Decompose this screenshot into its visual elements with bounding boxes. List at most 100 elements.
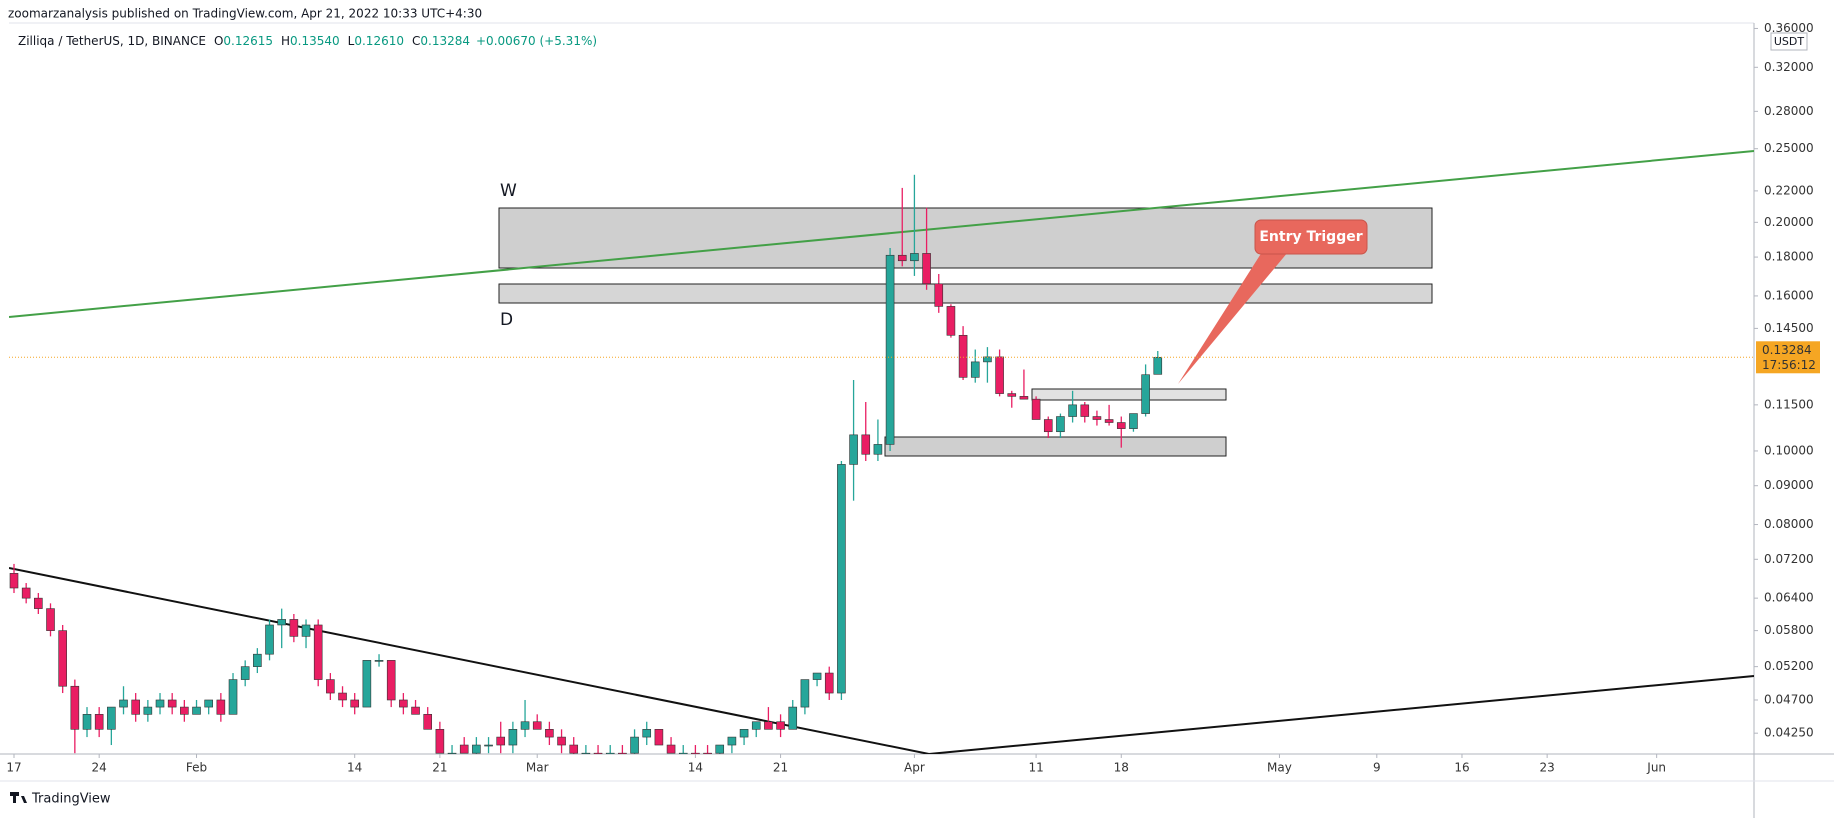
- y-tick-label: 0.06400: [1764, 591, 1814, 605]
- candle-body: [958, 334, 968, 378]
- x-tick-label: Apr: [904, 761, 925, 775]
- candle-body: [94, 714, 104, 730]
- callout-text: Entry Trigger: [1259, 229, 1362, 245]
- candles: [9, 174, 1163, 754]
- candle-body: [1092, 416, 1102, 420]
- y-tick-label: 0.18000: [1764, 250, 1814, 264]
- candle-body: [107, 706, 116, 730]
- y-tick-label: 0.10000: [1764, 443, 1814, 457]
- candle-body: [180, 706, 189, 715]
- candle-body: [253, 653, 262, 667]
- y-tick-label: 0.25000: [1764, 141, 1814, 155]
- x-tick-label: 18: [1114, 761, 1129, 775]
- y-tick-label: 0.04250: [1764, 726, 1814, 740]
- y-tick-label: 0.28000: [1764, 104, 1814, 118]
- last-price-box: [1756, 341, 1820, 374]
- candle-body: [447, 752, 457, 754]
- candle-body: [289, 619, 299, 637]
- y-tick-label: 0.14500: [1764, 321, 1814, 335]
- candle-body: [216, 699, 226, 715]
- y-tick-label: 0.09000: [1764, 478, 1814, 492]
- candle-body: [338, 692, 347, 701]
- x-tick-label: 14: [347, 761, 362, 775]
- candle-body: [691, 752, 700, 754]
- callout-pointer: [1178, 252, 1288, 384]
- candle-body: [301, 624, 311, 637]
- candle-body: [21, 587, 31, 599]
- y-tick-label: 0.20000: [1764, 215, 1814, 229]
- candle-body: [703, 752, 712, 754]
- legend-change: +0.00670 (+5.31%): [476, 34, 597, 48]
- y-tick-label: 0.16000: [1764, 288, 1814, 302]
- legend-key: L: [348, 34, 355, 48]
- footer-logo: [10, 792, 27, 803]
- candle-body: [192, 706, 201, 715]
- candle-body: [946, 306, 956, 336]
- candle-body: [897, 254, 907, 262]
- candle-body: [204, 699, 213, 708]
- candle-body: [934, 283, 944, 307]
- candle-body: [484, 744, 493, 747]
- d-zone: [498, 283, 1433, 304]
- candle-body: [1153, 356, 1163, 375]
- x-tick-label: 16: [1454, 761, 1469, 775]
- candle-body: [1056, 416, 1065, 433]
- candle-body: [350, 699, 359, 708]
- legend-value: 0.12610: [354, 34, 404, 48]
- candle-body: [812, 672, 822, 680]
- candle-body: [240, 666, 250, 680]
- candle-body: [374, 660, 384, 662]
- y-tick-label: 0.11500: [1764, 397, 1814, 411]
- x-tick-label: Jun: [1646, 761, 1666, 775]
- x-tick-label: 23: [1540, 761, 1555, 775]
- candle-body: [532, 721, 542, 730]
- candle-body: [1007, 393, 1017, 397]
- x-tick-label: Mar: [526, 761, 549, 775]
- candle-body: [751, 721, 761, 730]
- candle-body: [1141, 374, 1150, 414]
- last-price-label: 0.13284: [1762, 343, 1812, 357]
- legend-value: 0.13540: [290, 34, 340, 48]
- candle-body: [1080, 404, 1090, 417]
- legend-symbol: Zilliqa / TetherUS, 1D, BINANCE: [18, 34, 206, 48]
- legend-key: O: [214, 34, 223, 48]
- candle-body: [776, 721, 785, 730]
- x-tick-label: 21: [773, 761, 788, 775]
- x-tick-label: 14: [688, 761, 703, 775]
- candle-body: [764, 721, 773, 730]
- x-tick-label: 24: [92, 761, 107, 775]
- candle-body: [788, 706, 798, 730]
- candle-body: [1043, 419, 1053, 433]
- candle-body: [678, 752, 688, 754]
- footer-brand: TradingView: [31, 792, 111, 807]
- trigger-zone: [1031, 388, 1227, 401]
- candle-body: [666, 744, 676, 754]
- candle-body: [472, 744, 481, 754]
- candle-body: [545, 729, 554, 738]
- candle-body: [824, 672, 834, 694]
- currency-box: [1770, 32, 1808, 51]
- candle-body: [155, 699, 165, 708]
- candle-body: [82, 714, 92, 730]
- candle-body: [885, 254, 895, 445]
- legend-key: H: [281, 34, 290, 48]
- candle-body: [119, 699, 128, 708]
- candle-body: [1104, 419, 1114, 423]
- candle-body: [411, 706, 420, 715]
- candle-body: [58, 630, 67, 687]
- y-tick-label: 0.36000: [1764, 21, 1814, 35]
- y-tick-label: 0.32000: [1764, 60, 1814, 74]
- y-tick-label: 0.05200: [1764, 659, 1814, 673]
- candle-body: [508, 729, 518, 746]
- support-zone: [884, 436, 1227, 457]
- candle-body: [715, 744, 725, 754]
- y-tick-label: 0.22000: [1764, 183, 1814, 197]
- candle-body: [277, 619, 286, 626]
- candle-body: [326, 679, 335, 694]
- x-tick-label: May: [1267, 761, 1292, 775]
- candle-body: [593, 752, 603, 754]
- trend-line: [928, 675, 1754, 754]
- candle-body: [1031, 398, 1041, 420]
- candle-body: [642, 729, 652, 738]
